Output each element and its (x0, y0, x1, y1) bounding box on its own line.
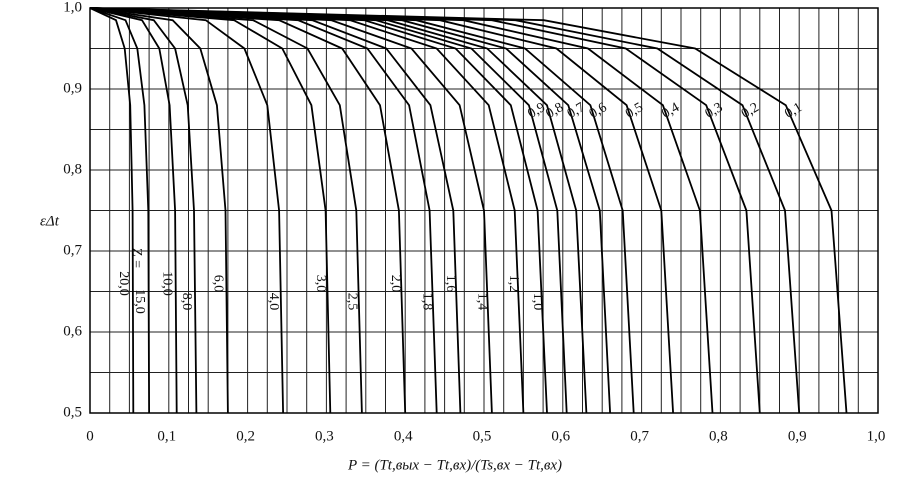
curve-label: 1,8 (419, 293, 434, 311)
curve-label: 6,0 (211, 275, 226, 293)
y-tick-label: 1,0 (63, 0, 82, 15)
curve-label: 20,0 (116, 271, 131, 296)
curve-label: 0,2 (739, 100, 762, 122)
x-tick-label: 0 (86, 428, 94, 444)
curve (89, 7, 198, 414)
x-tick-label: 0,5 (473, 428, 492, 444)
curve-label: 0,4 (659, 100, 682, 122)
y-tick-label: 0,8 (63, 161, 82, 177)
y-tick-label: 0,5 (63, 404, 82, 420)
y-tick-label: 0,6 (63, 323, 82, 339)
curve-label: 0,3 (703, 100, 726, 122)
x-tick-label: 0,2 (236, 428, 255, 444)
curve-label: 4,0 (266, 293, 281, 311)
x-tick-label: 0,9 (788, 428, 807, 444)
curve-label: 15,0 (132, 289, 147, 314)
curve (89, 7, 178, 414)
curve-label: 0,1 (782, 100, 805, 122)
x-tick-label: 0,8 (709, 428, 728, 444)
x-tick-label: 0,4 (394, 428, 413, 444)
curve-label: 8,0 (179, 293, 194, 311)
x-tick-label: 0,6 (551, 428, 570, 444)
curve (89, 7, 150, 414)
x-tick-label: 0,3 (315, 428, 334, 444)
plot-frame (89, 7, 879, 414)
curve (89, 7, 229, 414)
curve-label: 10,0 (159, 271, 174, 296)
curve (89, 7, 332, 414)
curve-label: 0,6 (587, 100, 610, 122)
curve-label: 2,0 (388, 275, 403, 293)
curve-label: 1,6 (443, 275, 458, 293)
x-tick-label: 0,1 (157, 428, 176, 444)
curve (89, 7, 407, 414)
x-tick-label: 0,7 (630, 428, 649, 444)
x-axis-label: P = (Tt,вых − Tt,вх)/(Ts,вх − Tt,вх) (347, 457, 562, 473)
x-tick-label: 1,0 (867, 428, 886, 444)
y-axis-label: εΔt (40, 213, 60, 229)
curve-label: 1,2 (506, 275, 521, 293)
y-tick-label: 0,9 (63, 80, 82, 96)
curve (89, 7, 363, 414)
curve-label: 0,7 (565, 100, 588, 122)
curve (89, 7, 284, 414)
y-tick-label: 0,7 (63, 242, 82, 258)
curve-label: 0,5 (623, 100, 646, 122)
curve (89, 7, 135, 414)
curve-label: 1,0 (530, 293, 545, 311)
curve-label: 1,4 (475, 293, 490, 311)
curve (89, 7, 438, 414)
curve-label: 2,5 (345, 293, 360, 311)
curve-label: 3,0 (313, 275, 328, 293)
